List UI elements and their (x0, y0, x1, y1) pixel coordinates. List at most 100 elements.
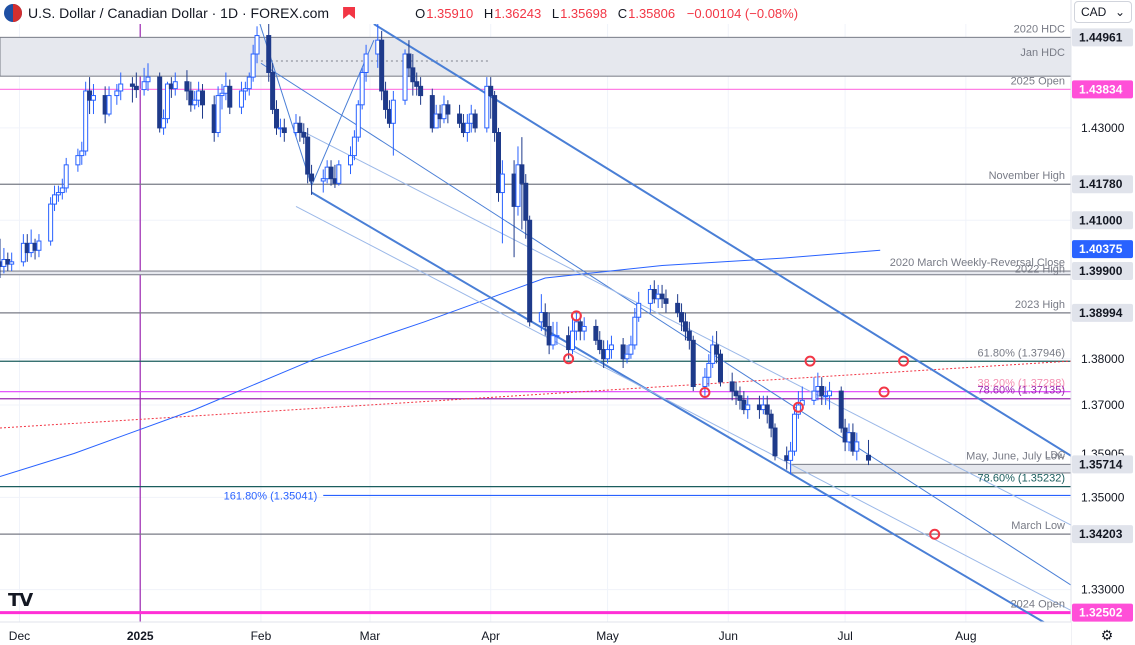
candle-body (227, 85, 233, 108)
reaction-marker (563, 353, 575, 365)
candle-body (114, 90, 120, 97)
candle-body (429, 95, 435, 129)
open-key: O (415, 5, 426, 21)
level-label: Jan HDC (1020, 47, 1065, 59)
price-tag-bg (1072, 303, 1133, 322)
candle-body (266, 35, 272, 73)
candle-body (636, 302, 642, 318)
candle-body (632, 316, 638, 346)
chevron-down-icon: ⌄ (1114, 5, 1125, 19)
price-tag-label: 1.34203 (1079, 527, 1123, 541)
candle-body (52, 194, 58, 205)
candle-body (36, 240, 42, 251)
price-tick-label: 1.33000 (1081, 583, 1125, 597)
level-label: 2025 Open (1011, 75, 1065, 87)
price-tag-label: 1.32502 (1079, 606, 1123, 620)
candle-body (215, 95, 221, 134)
time-tick-label: Jul (837, 629, 852, 643)
level-label: 2020 March Weekly-Reversal Close (890, 257, 1065, 269)
candle-body (554, 335, 560, 338)
level-label: 2020 HDC (1014, 23, 1065, 35)
level-label: November High (989, 170, 1065, 182)
candle-body (359, 71, 365, 106)
candle-body (145, 76, 151, 83)
candle-body (390, 99, 396, 124)
candle-body (90, 95, 96, 101)
candle-body (133, 85, 139, 91)
candle-body (219, 92, 225, 97)
candle-body (200, 90, 206, 106)
high-key: H (483, 5, 494, 21)
price-tag-bg (1072, 211, 1133, 230)
candle-body (406, 53, 412, 69)
price-tag-label: 1.35714 (1079, 457, 1123, 471)
candle-body (445, 104, 451, 115)
reaction-marker (792, 401, 804, 413)
candle-body (682, 321, 688, 332)
ldc-label: LDC (1045, 450, 1065, 461)
candle-body (301, 132, 307, 138)
candle-body (79, 150, 85, 157)
price-tag-bg (1072, 240, 1133, 259)
candle-body (55, 192, 61, 196)
currency-selector[interactable]: CAD ⌄ (1074, 1, 1132, 23)
candle-body (492, 95, 498, 134)
candle-body (464, 122, 470, 134)
settings-gear-icon[interactable]: ⚙ (1100, 627, 1114, 643)
candle-body (433, 113, 439, 129)
level-label: 78.60% (1.35232) (978, 473, 1065, 485)
candle-body (605, 349, 611, 360)
tradingview-logo-icon[interactable]: 𝗧𝗩 (8, 590, 33, 610)
candle-body (706, 362, 712, 378)
candle-body (238, 90, 244, 108)
candle-body (254, 35, 260, 55)
candle-body (686, 330, 692, 341)
candle-body (141, 81, 147, 91)
candle-body (488, 85, 494, 97)
close-value: 1.35806 (628, 5, 676, 21)
candle-body (519, 164, 525, 184)
time-tick-label: 2025 (127, 629, 154, 643)
candle-body (827, 390, 833, 397)
candle-body (523, 182, 529, 221)
candle-body (581, 325, 587, 332)
price-tag-label: 1.41000 (1079, 213, 1123, 227)
candle-body (663, 298, 669, 304)
candle-body (795, 404, 801, 415)
low-key: L (551, 5, 560, 21)
candle-body (788, 450, 794, 461)
candle-body (496, 132, 502, 194)
candle-body (246, 76, 252, 90)
alert-flag-icon[interactable] (343, 7, 356, 19)
high-value: 1.36243 (494, 5, 542, 21)
candle-body (363, 53, 369, 73)
candle-body (729, 381, 735, 392)
level-band (0, 270, 1071, 276)
reaction-marker (929, 528, 941, 540)
price-tag-label: 1.39900 (1079, 264, 1123, 278)
candle-body (418, 85, 424, 97)
candle-body (328, 166, 334, 180)
price-tag-label: 1.43834 (1079, 82, 1123, 96)
symbol-title[interactable]: U.S. Dollar / Canadian Dollar · 1D · FOR… (28, 5, 330, 21)
candle-body (348, 155, 354, 166)
candle-body (414, 81, 420, 87)
candle-body (542, 312, 548, 327)
low-value: 1.35698 (560, 5, 608, 21)
plot-area (0, 24, 1071, 622)
candle-body (597, 339, 603, 351)
level-label: 161.80% (1.35041) (224, 490, 318, 502)
candle-body (402, 53, 408, 101)
price-tick-label: 1.35000 (1081, 490, 1125, 504)
candle-body (745, 404, 751, 411)
candle-body (83, 90, 89, 152)
candle-body (250, 53, 256, 78)
candle-body (192, 99, 198, 106)
channel-line (311, 191, 1046, 622)
candle-body (336, 164, 342, 184)
candle-body (242, 88, 248, 92)
price-tag-bg (1072, 603, 1133, 622)
reaction-marker (878, 386, 890, 398)
